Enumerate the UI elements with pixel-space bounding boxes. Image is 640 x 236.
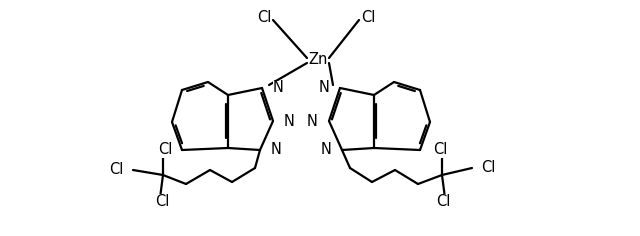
Text: Cl: Cl bbox=[158, 143, 172, 157]
Text: Cl: Cl bbox=[433, 143, 447, 157]
Text: Zn: Zn bbox=[308, 52, 328, 67]
Text: N: N bbox=[273, 80, 284, 96]
Text: Cl: Cl bbox=[257, 10, 271, 25]
Text: Cl: Cl bbox=[155, 194, 169, 208]
Text: N: N bbox=[271, 143, 282, 157]
Text: N: N bbox=[318, 80, 329, 96]
Text: Cl: Cl bbox=[109, 163, 124, 177]
Text: Cl: Cl bbox=[481, 160, 495, 176]
Text: N: N bbox=[284, 114, 295, 128]
Text: N: N bbox=[320, 143, 331, 157]
Text: Cl: Cl bbox=[361, 10, 375, 25]
Text: N: N bbox=[307, 114, 318, 128]
Text: Cl: Cl bbox=[436, 194, 450, 208]
